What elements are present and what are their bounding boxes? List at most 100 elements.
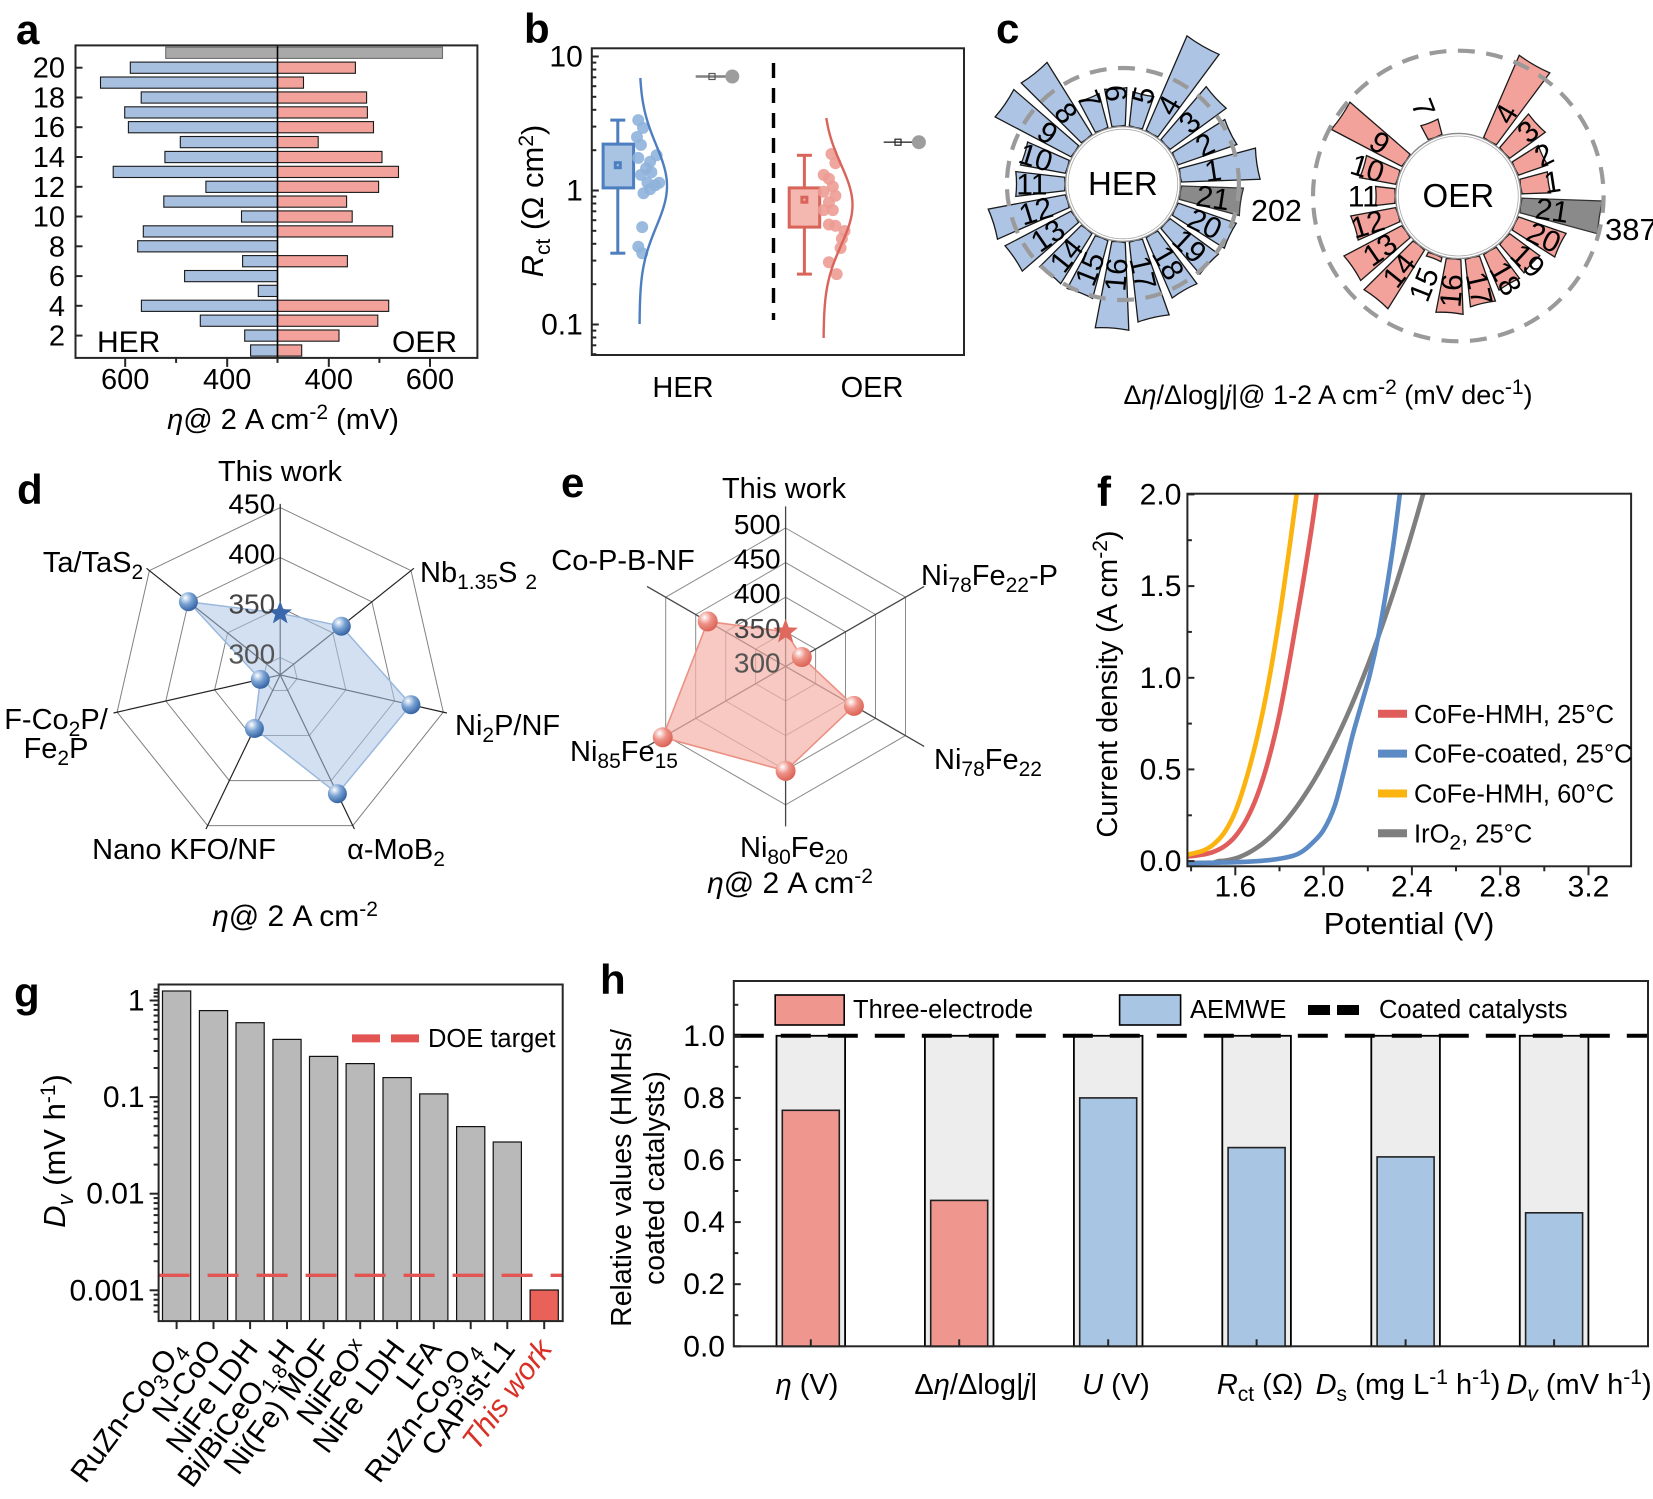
svg-text:12: 12 <box>33 172 65 204</box>
svg-text:0.1: 0.1 <box>541 309 583 342</box>
svg-text:0.8: 0.8 <box>683 1082 725 1115</box>
svg-text:DOE target: DOE target <box>428 1025 556 1053</box>
svg-text:Potential (V): Potential (V) <box>1324 906 1495 941</box>
svg-text:AEMWE: AEMWE <box>1190 996 1286 1024</box>
svg-text:350: 350 <box>734 613 781 644</box>
svg-text:0.0: 0.0 <box>683 1330 725 1363</box>
svg-text:202: 202 <box>1251 194 1302 228</box>
svg-text:21: 21 <box>1533 192 1571 230</box>
svg-text:Nano KFO/NF: Nano KFO/NF <box>92 834 276 866</box>
svg-text:g: g <box>14 969 40 1016</box>
svg-text:Ds​ (mg L-1​ h-1​): Ds​ (mg L-1​ h-1​) <box>1316 1366 1501 1406</box>
svg-text:4: 4 <box>49 291 65 323</box>
svg-text:1.6: 1.6 <box>1214 870 1256 903</box>
svg-text:d: d <box>17 466 43 513</box>
svg-text:Ta/TaS2​: Ta/TaS2​ <box>43 547 143 584</box>
svg-text:F-Co2​P/: F-Co2​P/ <box>4 704 108 741</box>
svg-text:350: 350 <box>228 589 275 620</box>
svg-text:1.0: 1.0 <box>683 1020 725 1053</box>
svg-text:Ni2​P/NF: Ni2​P/NF <box>455 710 560 747</box>
svg-text:0.6: 0.6 <box>683 1144 725 1177</box>
svg-text:400: 400 <box>734 578 781 609</box>
svg-text:2.0: 2.0 <box>1303 870 1345 903</box>
svg-text:6: 6 <box>1098 84 1132 103</box>
svg-text:600: 600 <box>101 364 149 396</box>
svg-text:CoFe-coated, 25°C: CoFe-coated, 25°C <box>1414 741 1633 769</box>
svg-text:Δη/Δlog|j|@ 1-2 A cm-2​ (mV de: Δη/Δlog|j|@ 1-2 A cm-2​ (mV dec-1​) <box>1123 376 1532 410</box>
svg-text:α-MoB2​: α-MoB2​ <box>347 834 445 871</box>
svg-text:a: a <box>16 6 40 53</box>
svg-text:Current density (A cm-2​): Current density (A cm-2​) <box>1089 530 1124 837</box>
svg-text:0.5: 0.5 <box>1140 753 1182 786</box>
svg-text:300: 300 <box>734 647 781 678</box>
svg-text:η@ 2 A cm-2​: η@ 2 A cm-2​ <box>212 898 378 933</box>
svg-text:21: 21 <box>1194 180 1232 218</box>
svg-text:1.5: 1.5 <box>1140 570 1182 603</box>
svg-text:387: 387 <box>1605 212 1653 247</box>
svg-text:2: 2 <box>49 321 65 353</box>
svg-text:300: 300 <box>228 639 275 670</box>
svg-text:450: 450 <box>228 489 275 520</box>
svg-text:8: 8 <box>49 231 65 263</box>
svg-text:1: 1 <box>1542 165 1563 200</box>
svg-text:HER: HER <box>1088 165 1158 202</box>
svg-text:η@ 2 A cm-2​ (mV): η@ 2 A cm-2​ (mV) <box>167 401 399 436</box>
svg-text:2.0: 2.0 <box>1140 478 1182 511</box>
svg-text:0.4: 0.4 <box>683 1206 725 1239</box>
svg-text:CoFe-HMH, 25°C: CoFe-HMH, 25°C <box>1414 701 1614 729</box>
svg-text:HER: HER <box>652 372 713 404</box>
svg-text:Rct​ (Ω): Rct​ (Ω) <box>1217 1369 1303 1406</box>
svg-text:This work: This work <box>722 473 847 505</box>
svg-text:2.8: 2.8 <box>1479 870 1521 903</box>
svg-text:coated catalysts): coated catalysts) <box>639 1071 671 1285</box>
svg-text:400: 400 <box>305 364 353 396</box>
svg-text:0.1: 0.1 <box>103 1081 145 1114</box>
svg-text:1: 1 <box>566 175 583 208</box>
svg-text:11: 11 <box>1016 168 1047 201</box>
svg-text:6: 6 <box>49 261 65 293</box>
svg-text:U (V): U (V) <box>1082 1369 1150 1401</box>
svg-text:16: 16 <box>33 112 65 144</box>
svg-text:10: 10 <box>33 202 65 234</box>
svg-text:Co-P-B-NF: Co-P-B-NF <box>551 545 694 577</box>
svg-text:f: f <box>1097 468 1112 515</box>
svg-text:CoFe-HMH, 60°C: CoFe-HMH, 60°C <box>1414 781 1614 809</box>
svg-text:0.0: 0.0 <box>1140 845 1182 878</box>
svg-text:This work: This work <box>218 456 343 488</box>
svg-text:0.01: 0.01 <box>86 1178 144 1211</box>
svg-text:OER: OER <box>1423 177 1495 214</box>
svg-text:3.2: 3.2 <box>1568 870 1610 903</box>
svg-text:Ni78​Fe22​-P: Ni78​Fe22​-P <box>921 560 1058 597</box>
svg-text:OER: OER <box>841 372 904 404</box>
svg-text:b: b <box>524 5 550 52</box>
svg-text:e: e <box>561 459 584 506</box>
svg-text:1: 1 <box>1202 154 1223 189</box>
svg-text:400: 400 <box>228 539 275 570</box>
svg-text:Relative values (HMHs/: Relative values (HMHs/ <box>606 1029 638 1327</box>
svg-text:1: 1 <box>128 985 145 1018</box>
svg-text:10: 10 <box>549 41 582 74</box>
svg-text:600: 600 <box>406 364 454 396</box>
svg-text:16: 16 <box>1099 257 1134 293</box>
svg-text:h: h <box>600 956 626 1003</box>
svg-text:500: 500 <box>734 509 781 540</box>
svg-text:OER: OER <box>392 326 457 359</box>
svg-text:16: 16 <box>1434 273 1469 309</box>
svg-text:5: 5 <box>1126 84 1162 108</box>
svg-text:Coated catalysts: Coated catalysts <box>1379 996 1568 1024</box>
svg-text:c: c <box>996 5 1019 52</box>
svg-text:20: 20 <box>33 53 65 85</box>
svg-text:2.4: 2.4 <box>1391 870 1433 903</box>
svg-text:11: 11 <box>1348 180 1379 213</box>
svg-text:Fe2​P: Fe2​P <box>24 733 89 770</box>
svg-text:η@ 2 A cm-2​: η@ 2 A cm-2​ <box>707 865 873 900</box>
svg-text:Three-electrode: Three-electrode <box>853 996 1033 1024</box>
svg-text:η (V): η (V) <box>776 1369 839 1401</box>
svg-text:HER: HER <box>97 326 160 359</box>
svg-text:14: 14 <box>33 142 65 174</box>
svg-text:400: 400 <box>203 364 251 396</box>
svg-text:17: 17 <box>1459 269 1499 309</box>
svg-text:1.0: 1.0 <box>1140 662 1182 695</box>
svg-text:18: 18 <box>33 83 65 115</box>
svg-text:Δη/Δlog|j|: Δη/Δlog|j| <box>914 1369 1037 1401</box>
